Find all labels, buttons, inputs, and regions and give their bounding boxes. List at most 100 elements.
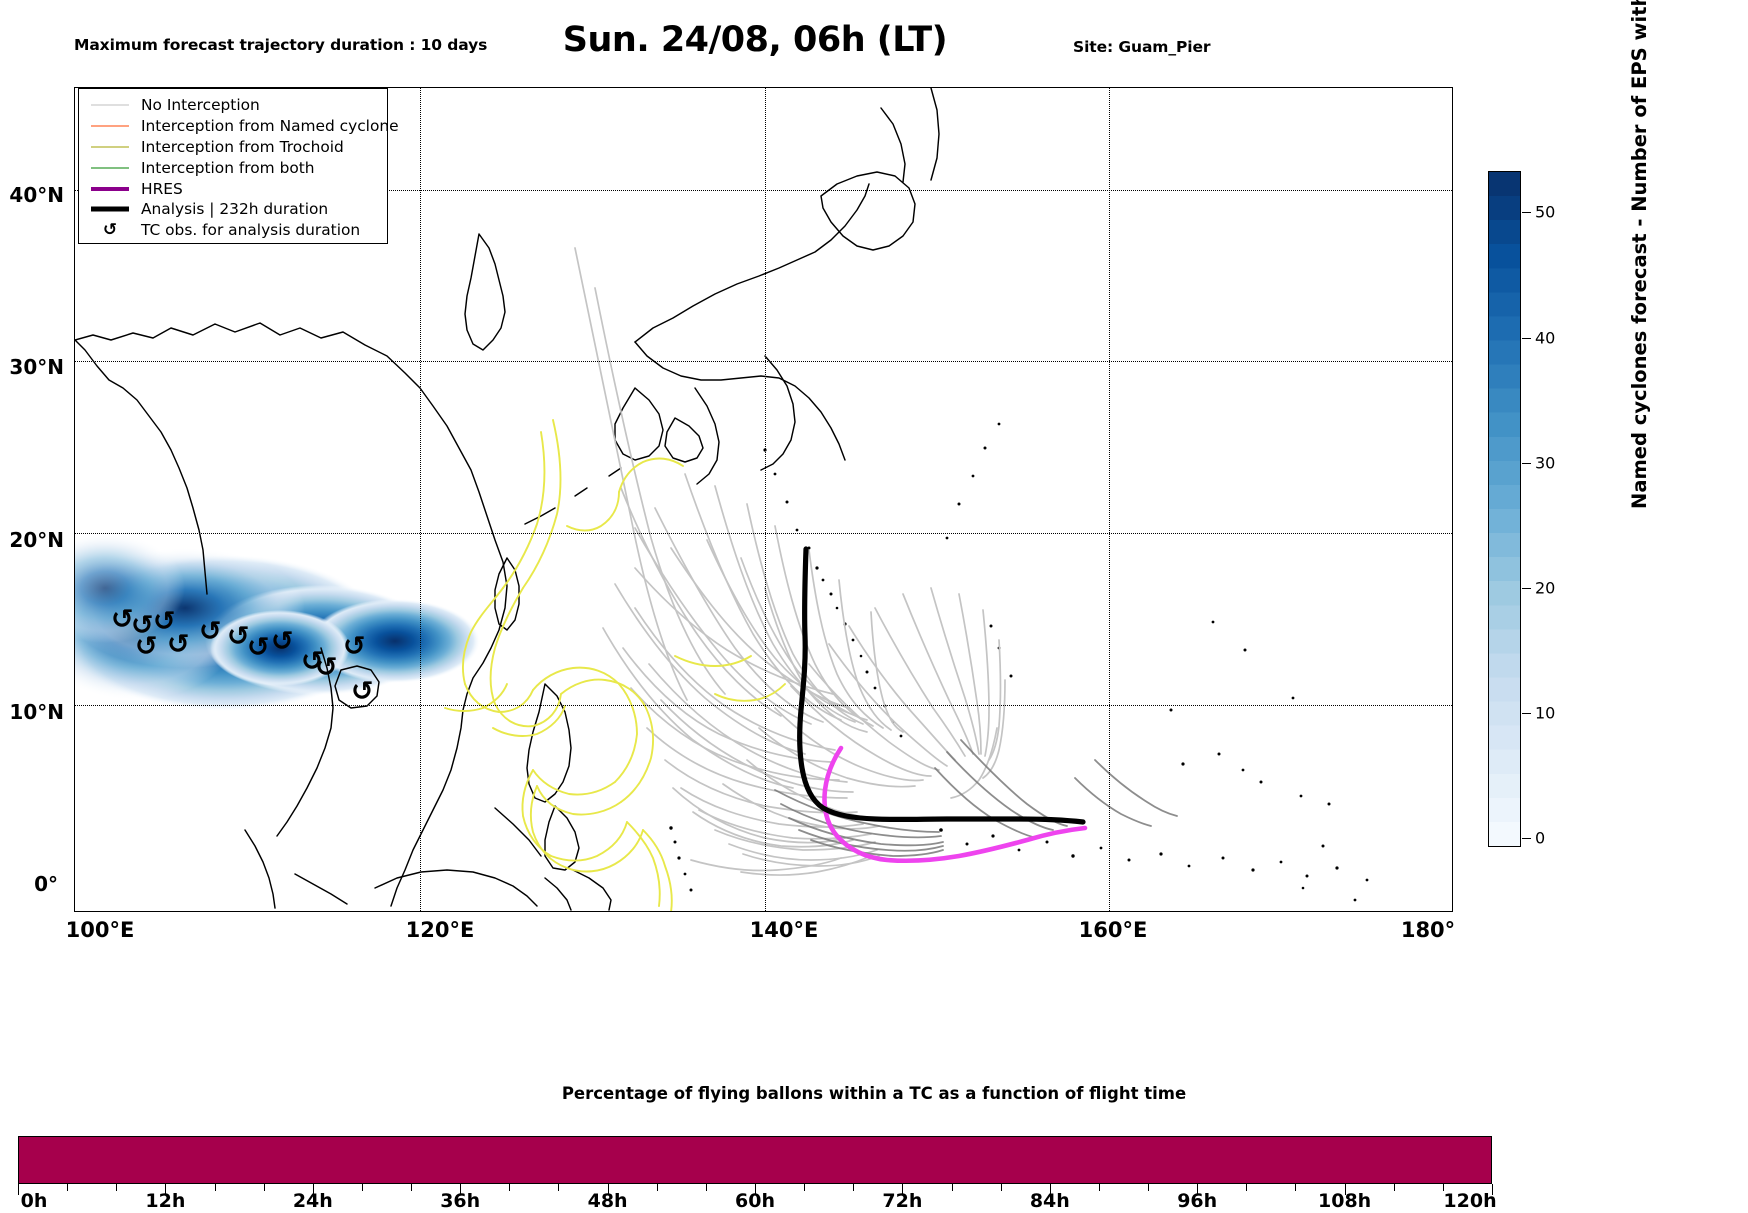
progress-major-tick (312, 1184, 314, 1195)
cyclone-density-heatmap (75, 533, 480, 711)
colorbar-tick-label-10: 10 (1535, 703, 1556, 723)
progress-minor-tick (1246, 1184, 1248, 1191)
colorbar-tick-30 (1522, 462, 1531, 464)
progress-bar-fill (19, 1137, 1491, 1183)
progress-major-tick (165, 1184, 167, 1195)
progress-tick-label: 108h (1318, 1190, 1372, 1212)
tc-marker: ↺ (167, 629, 190, 660)
cyclone-icon: ↺ (102, 219, 118, 240)
legend-item-no-interception: No Interception (88, 95, 379, 116)
progress-tick-label: 48h (587, 1190, 628, 1212)
progress-minor-tick (116, 1184, 118, 1191)
colorbar-tick-label-0: 0 (1535, 828, 1546, 848)
progress-tick-label: 96h (1177, 1190, 1218, 1212)
legend-line-swatch (88, 119, 132, 133)
progress-tick-label: 0h (20, 1190, 48, 1212)
legend-line-swatch (88, 98, 132, 112)
legend-line-swatch (88, 202, 132, 216)
progress-major-tick (1344, 1184, 1346, 1195)
legend-label: Interception from Named cyclone (141, 117, 399, 136)
hres-trajectory (822, 745, 1088, 864)
progress-minor-tick (263, 1184, 265, 1191)
progress-major-tick (1197, 1184, 1199, 1195)
tc-observation-markers: ↺ ↺ ↺ ↺ ↺ ↺ ↺ ↺ ↺ ↺ ↺ ↺ ↺ (75, 88, 1452, 911)
progress-minor-tick (1295, 1184, 1297, 1191)
analysis-trajectory (797, 546, 1086, 825)
progress-major-tick (460, 1184, 462, 1195)
progress-minor-tick (853, 1184, 855, 1191)
tc-marker: ↺ (227, 621, 250, 652)
progress-major-tick (1049, 1184, 1051, 1195)
tc-marker: ↺ (271, 626, 294, 657)
y-tick-label-10N: 10°N (9, 700, 64, 724)
progress-tick-label: 60h (735, 1190, 775, 1212)
colorbar-tick-10 (1522, 713, 1531, 715)
progress-minor-tick (411, 1184, 413, 1191)
progress-minor-tick (656, 1184, 658, 1191)
legend-line-swatch (88, 140, 132, 154)
colorbar-gradient (1488, 171, 1521, 847)
progress-major-tick (755, 1184, 756, 1195)
progress-tick-label: 24h (292, 1190, 333, 1212)
tc-marker: ↺ (351, 676, 374, 707)
progress-minor-tick (1393, 1184, 1395, 1191)
progress-minor-tick (361, 1184, 363, 1191)
legend-item-hres: HRES (88, 178, 379, 199)
colorbar-tick-40 (1522, 337, 1531, 339)
tc-marker: ↺ (247, 632, 270, 663)
colorbar: 50 40 30 20 10 0 (1488, 171, 1555, 848)
header-right-line-0: Site: Guam_Pier (1073, 38, 1211, 57)
legend-label: Interception from Trochoid (141, 137, 344, 156)
progress-major-tick (1492, 1184, 1493, 1195)
legend-line-swatch (88, 182, 132, 196)
trochoid-interception-layer (444, 419, 786, 911)
legend-item-analysis: Analysis | 232h duration (88, 199, 379, 220)
y-tick-label-0: 0° (34, 872, 58, 896)
y-tick-label-20N: 20°N (9, 528, 64, 552)
x-tick-label-120E: 120°E (405, 918, 475, 942)
legend-item-named-cyclone: Interception from Named cyclone (88, 116, 399, 137)
legend-line-swatch (88, 161, 132, 175)
progress-minor-tick (1098, 1184, 1100, 1191)
tc-marker: ↺ (199, 616, 222, 647)
legend-label: Interception from both (141, 158, 315, 177)
colorbar-tick-0 (1522, 838, 1531, 840)
flight-time-progress-bar[interactable] (18, 1136, 1492, 1184)
progress-tick-label: 36h (440, 1190, 481, 1212)
progress-minor-tick (705, 1184, 707, 1191)
progress-minor-tick (1442, 1184, 1444, 1191)
colorbar-tick-label-40: 40 (1535, 328, 1556, 347)
progress-tick-label: 120h (1443, 1190, 1497, 1212)
progress-minor-tick (804, 1184, 806, 1191)
coastline-layer (75, 88, 1369, 911)
x-tick-label-140E: 140°E (749, 918, 819, 942)
colorbar-tick-label-50: 50 (1535, 202, 1556, 222)
progress-minor-tick (509, 1184, 511, 1191)
legend-label: HRES (141, 179, 183, 198)
x-tick-label-100E: 100°E (65, 918, 135, 942)
eps-trajectory-layer (574, 247, 1178, 876)
legend-item-tc-obs: ↺ TC obs. for analysis duration (88, 220, 379, 241)
colorbar-tick-20 (1522, 587, 1531, 589)
legend-label: No Interception (141, 96, 260, 115)
tc-marker: ↺ (111, 604, 134, 635)
progress-tick-label: 72h (882, 1190, 923, 1212)
progress-tick-label: 84h (1029, 1190, 1070, 1212)
colorbar-tick-50 (1522, 212, 1531, 214)
x-tick-label-160E: 160°E (1078, 918, 1148, 942)
y-tick-label-40N: 40°N (9, 183, 64, 207)
progress-minor-tick (558, 1184, 560, 1191)
progress-minor-tick (951, 1184, 953, 1191)
tc-marker: ↺ (301, 646, 324, 677)
progress-major-tick (902, 1184, 904, 1195)
legend-label: TC obs. for analysis duration (141, 221, 361, 240)
legend-item-both: Interception from both (88, 157, 379, 178)
map-legend: No Interception Interception from Named … (78, 88, 399, 244)
colorbar-tick-label-20: 20 (1535, 578, 1556, 598)
page-title: Sun. 24/08, 06h (LT) (562, 20, 948, 60)
progress-bar-title: Percentage of flying ballons within a TC… (561, 1084, 1187, 1103)
progress-major-tick (18, 1184, 19, 1195)
progress-minor-tick (1000, 1184, 1002, 1191)
progress-tick-label: 12h (145, 1190, 186, 1212)
x-tick-label-180: 180° (1400, 918, 1456, 942)
